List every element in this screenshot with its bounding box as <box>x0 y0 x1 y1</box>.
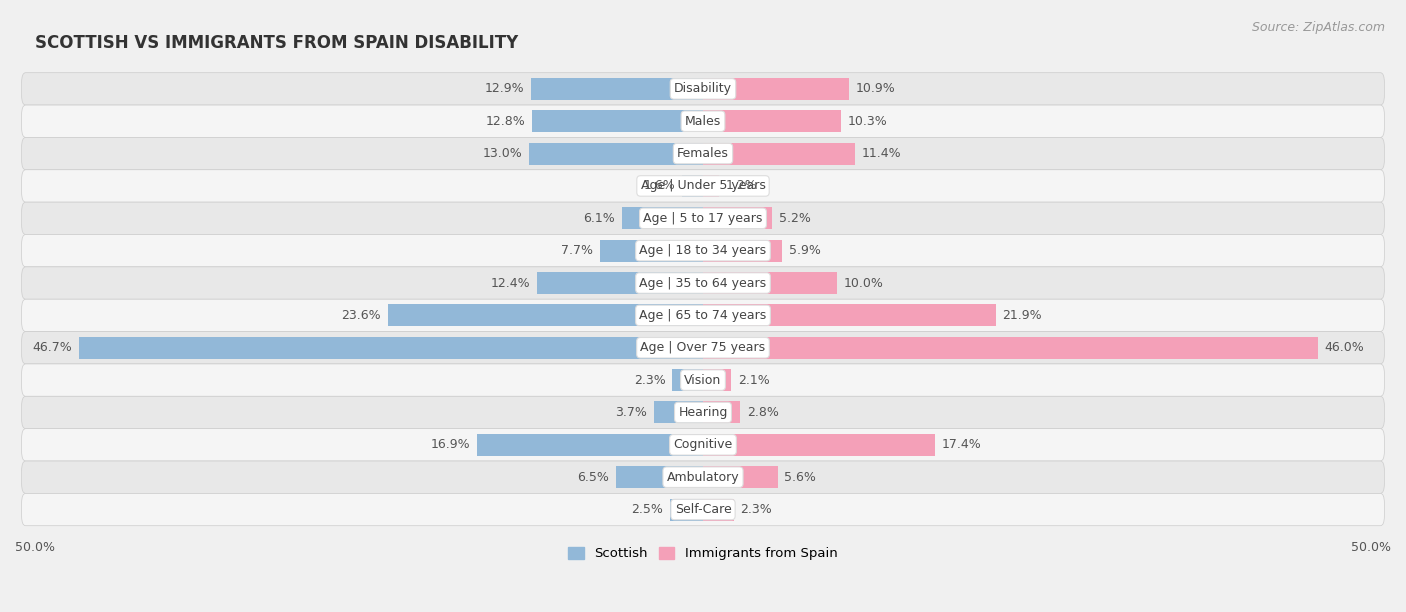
Text: Hearing: Hearing <box>678 406 728 419</box>
Bar <box>703 499 734 521</box>
FancyBboxPatch shape <box>21 493 1385 526</box>
FancyBboxPatch shape <box>21 170 1385 202</box>
Text: 3.7%: 3.7% <box>614 406 647 419</box>
Bar <box>703 240 782 262</box>
Text: 10.0%: 10.0% <box>844 277 883 289</box>
Bar <box>703 272 837 294</box>
Text: 10.9%: 10.9% <box>855 83 896 95</box>
Text: 12.9%: 12.9% <box>484 83 524 95</box>
Text: 46.7%: 46.7% <box>32 341 72 354</box>
Bar <box>703 304 995 326</box>
Text: 17.4%: 17.4% <box>942 438 981 451</box>
Bar <box>477 434 703 456</box>
Text: 23.6%: 23.6% <box>342 309 381 322</box>
Text: 5.2%: 5.2% <box>779 212 811 225</box>
Bar <box>654 401 703 424</box>
Bar <box>388 304 703 326</box>
Bar <box>600 240 703 262</box>
Text: 2.1%: 2.1% <box>738 373 769 387</box>
Text: 1.2%: 1.2% <box>725 179 758 192</box>
Bar <box>79 337 703 359</box>
Text: 21.9%: 21.9% <box>1002 309 1042 322</box>
Text: 2.3%: 2.3% <box>741 503 772 516</box>
Bar <box>616 466 703 488</box>
FancyBboxPatch shape <box>21 461 1385 493</box>
Text: Age | Under 5 years: Age | Under 5 years <box>641 179 765 192</box>
Text: Females: Females <box>678 147 728 160</box>
FancyBboxPatch shape <box>21 364 1385 397</box>
Text: 2.8%: 2.8% <box>747 406 779 419</box>
Text: Disability: Disability <box>673 83 733 95</box>
Text: 12.8%: 12.8% <box>485 114 526 128</box>
FancyBboxPatch shape <box>21 105 1385 138</box>
Text: 2.5%: 2.5% <box>631 503 662 516</box>
Bar <box>530 78 703 100</box>
FancyBboxPatch shape <box>21 397 1385 428</box>
Text: Age | 18 to 34 years: Age | 18 to 34 years <box>640 244 766 257</box>
Text: 5.6%: 5.6% <box>785 471 817 483</box>
Text: Vision: Vision <box>685 373 721 387</box>
Text: 5.9%: 5.9% <box>789 244 820 257</box>
Text: 10.3%: 10.3% <box>848 114 887 128</box>
Bar <box>703 369 731 391</box>
Bar <box>703 110 841 132</box>
Bar <box>703 207 772 230</box>
FancyBboxPatch shape <box>21 234 1385 267</box>
FancyBboxPatch shape <box>21 267 1385 299</box>
Text: 13.0%: 13.0% <box>482 147 523 160</box>
Text: 46.0%: 46.0% <box>1324 341 1364 354</box>
Text: Self-Care: Self-Care <box>675 503 731 516</box>
Bar <box>669 499 703 521</box>
Text: SCOTTISH VS IMMIGRANTS FROM SPAIN DISABILITY: SCOTTISH VS IMMIGRANTS FROM SPAIN DISABI… <box>35 34 519 51</box>
Bar <box>703 466 778 488</box>
Text: 1.6%: 1.6% <box>643 179 675 192</box>
Text: Age | 65 to 74 years: Age | 65 to 74 years <box>640 309 766 322</box>
Bar <box>682 175 703 197</box>
Bar <box>703 401 741 424</box>
Text: 6.1%: 6.1% <box>583 212 614 225</box>
Text: Age | Over 75 years: Age | Over 75 years <box>641 341 765 354</box>
Text: Age | 5 to 17 years: Age | 5 to 17 years <box>644 212 762 225</box>
FancyBboxPatch shape <box>21 332 1385 364</box>
Text: 2.3%: 2.3% <box>634 373 665 387</box>
Text: Males: Males <box>685 114 721 128</box>
FancyBboxPatch shape <box>21 138 1385 170</box>
Text: Cognitive: Cognitive <box>673 438 733 451</box>
Bar <box>531 110 703 132</box>
Bar <box>621 207 703 230</box>
Bar <box>703 434 935 456</box>
FancyBboxPatch shape <box>21 202 1385 234</box>
FancyBboxPatch shape <box>21 73 1385 105</box>
Bar <box>672 369 703 391</box>
Text: 11.4%: 11.4% <box>862 147 901 160</box>
Text: 12.4%: 12.4% <box>491 277 530 289</box>
Bar <box>703 143 855 165</box>
Legend: Scottish, Immigrants from Spain: Scottish, Immigrants from Spain <box>562 542 844 565</box>
Text: 7.7%: 7.7% <box>561 244 593 257</box>
Bar <box>703 175 718 197</box>
Text: Age | 35 to 64 years: Age | 35 to 64 years <box>640 277 766 289</box>
FancyBboxPatch shape <box>21 428 1385 461</box>
Bar <box>537 272 703 294</box>
Bar <box>703 337 1317 359</box>
Text: 6.5%: 6.5% <box>578 471 609 483</box>
Text: Source: ZipAtlas.com: Source: ZipAtlas.com <box>1251 21 1385 34</box>
Bar <box>703 78 849 100</box>
Bar <box>529 143 703 165</box>
Text: 16.9%: 16.9% <box>430 438 471 451</box>
Text: Ambulatory: Ambulatory <box>666 471 740 483</box>
FancyBboxPatch shape <box>21 299 1385 332</box>
